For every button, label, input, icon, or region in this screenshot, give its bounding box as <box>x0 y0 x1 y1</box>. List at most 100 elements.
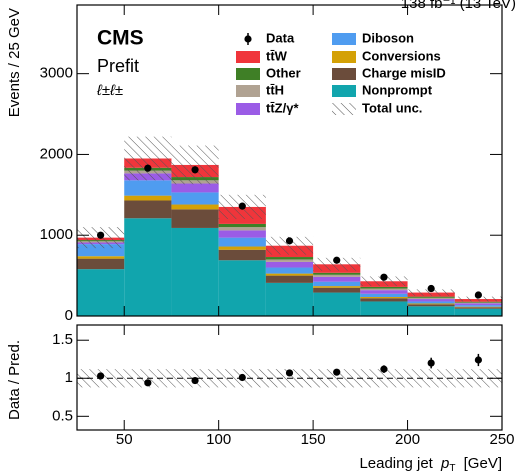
legend-marker <box>236 68 260 80</box>
ratio-point <box>97 372 105 380</box>
stack-segment <box>218 260 266 316</box>
lumi-label: 138 fb⁻¹ (13 TeV) <box>401 0 516 12</box>
stack-segment <box>124 180 172 196</box>
stack-segment <box>124 200 172 219</box>
stack-segment <box>454 301 502 303</box>
stack-segment <box>218 227 266 231</box>
stack-segment <box>171 209 219 228</box>
y-tick-label: 2000 <box>40 145 73 162</box>
stack-segment <box>77 256 125 259</box>
legend-marker <box>236 51 260 63</box>
legend-label: Data <box>266 30 295 45</box>
legend-marker <box>244 35 252 43</box>
uncertainty-band <box>313 257 361 271</box>
stack-segment <box>77 258 125 270</box>
legend-marker <box>332 68 356 80</box>
ratio-point <box>285 369 294 377</box>
stack-segment <box>265 273 314 276</box>
data-point <box>285 237 294 245</box>
stack-segment <box>313 281 361 287</box>
stack-segment <box>77 269 125 316</box>
y-tick-label: 1.5 <box>52 331 73 348</box>
x-axis-label-subscript: T <box>449 463 455 474</box>
y-tick-label: 3000 <box>40 65 73 82</box>
data-point <box>333 256 341 264</box>
uncertainty-band <box>124 136 172 181</box>
legend-label: tt̄Z/γ* <box>266 100 299 115</box>
ratio-point <box>333 368 341 376</box>
y-tick-label: 0.5 <box>52 407 73 424</box>
legend-marker <box>332 33 356 45</box>
y-tick-label: 0 <box>65 307 73 324</box>
legend-label: Charge misID <box>362 65 446 80</box>
plot-frame <box>76 4 503 317</box>
stack-segment <box>265 259 314 262</box>
uncertainty-band <box>454 296 502 302</box>
stack-segment <box>265 282 314 316</box>
stack-segment <box>407 306 455 316</box>
stack-segment <box>360 286 408 289</box>
data-point <box>238 202 246 210</box>
stack-segment <box>124 218 172 316</box>
stack-segment <box>171 183 219 193</box>
legend-label: Nonprompt <box>362 82 433 97</box>
data-point <box>144 164 152 172</box>
uncertainty-band <box>265 236 314 255</box>
stack-segment <box>265 267 314 274</box>
y-axis-label: Events / 25 GeV <box>6 8 23 117</box>
stack-segment <box>313 286 361 288</box>
stack-segment <box>313 287 361 293</box>
stack-segment <box>313 292 361 316</box>
stack-segment <box>313 276 361 282</box>
stack-segment <box>454 307 502 309</box>
stack-segment <box>265 257 314 260</box>
stack-segment <box>454 302 502 304</box>
x-tick-label: 250 <box>489 431 514 448</box>
x-axis-label-variable: p <box>440 455 449 472</box>
stack-segment <box>218 223 266 228</box>
legend-marker <box>332 103 356 115</box>
stack-segment <box>313 272 361 275</box>
y-tick-label: 1000 <box>40 226 73 243</box>
stack-segment <box>407 296 455 298</box>
ratio-point <box>427 359 435 367</box>
uncertainty-band <box>171 145 219 185</box>
legend-label: Other <box>266 65 301 80</box>
stack-segment <box>407 304 455 307</box>
channel-label: ℓ±ℓ± <box>96 82 123 99</box>
legend-marker <box>236 103 260 115</box>
stack-segment <box>171 227 219 316</box>
stack-segment <box>265 261 314 268</box>
legend-label: tt̄W <box>266 48 288 63</box>
stack-segment <box>454 303 502 306</box>
stack-segment <box>360 293 408 298</box>
x-axis-label-unit: [GeV] <box>464 455 502 472</box>
x-tick-label: 200 <box>395 431 420 448</box>
ratio-point <box>380 365 388 373</box>
stack-segment <box>360 297 408 299</box>
stack-segment <box>218 237 266 247</box>
y-tick-label: 1 <box>65 369 73 386</box>
stack-segment <box>265 275 314 283</box>
x-tick-label: 100 <box>206 431 231 448</box>
data-point <box>474 291 482 299</box>
stack-segment <box>171 192 219 205</box>
legend-label: Conversions <box>362 48 441 63</box>
x-tick-label: 150 <box>301 431 326 448</box>
legend: Data tt̄W Other tt̄H tt̄Z/γ* Diboson Conversio… <box>236 30 446 115</box>
data-point <box>97 231 105 239</box>
legend-marker <box>332 85 356 97</box>
plot-frame <box>76 324 503 431</box>
stack-segment <box>218 249 266 261</box>
stack-segment <box>218 246 266 250</box>
ratio-point <box>191 376 199 385</box>
stack-segment <box>407 297 455 300</box>
data-point <box>191 166 199 174</box>
experiment-label: CMS <box>97 27 144 50</box>
data-point <box>427 284 435 293</box>
stack-segment <box>454 308 502 316</box>
stack-segment <box>360 301 408 316</box>
stack-segment <box>360 298 408 302</box>
stack-segment <box>124 195 172 201</box>
